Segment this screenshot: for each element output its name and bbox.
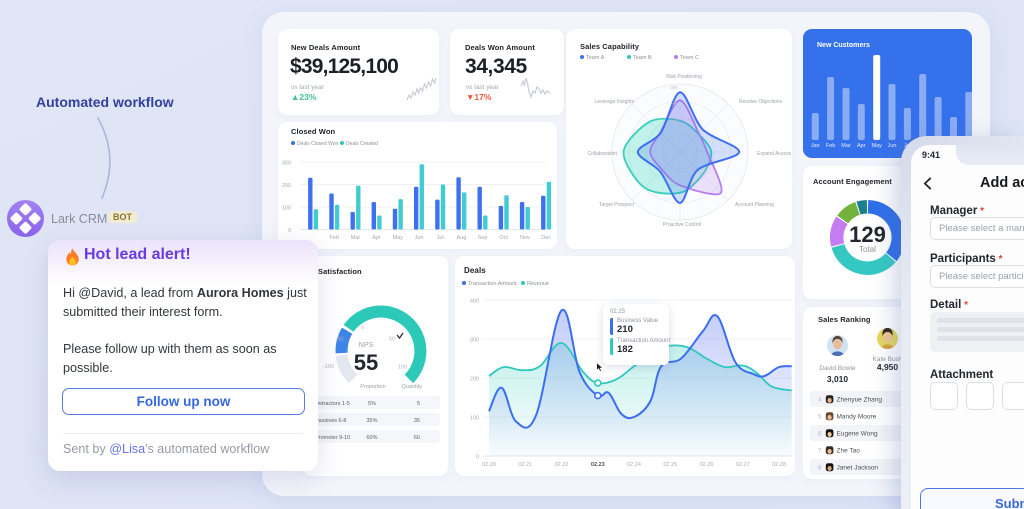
svg-text:Sep: Sep xyxy=(478,235,488,241)
svg-text:Feb: Feb xyxy=(330,235,339,241)
svg-text:Collaboration: Collaboration xyxy=(588,151,618,157)
svg-text:Mandy Moore: Mandy Moore xyxy=(837,414,877,421)
svg-text:May: May xyxy=(872,143,883,149)
svg-text:Resolve Objections: Resolve Objections xyxy=(739,99,783,105)
svg-text:Kate Bush: Kate Bush xyxy=(873,356,903,363)
svg-text:400: 400 xyxy=(470,299,479,305)
svg-text:Team B: Team B xyxy=(633,55,652,61)
svg-text:75: 75 xyxy=(672,102,678,107)
svg-text:Zhenyue Zhang: Zhenyue Zhang xyxy=(837,397,883,404)
svg-text:100: 100 xyxy=(282,206,291,212)
svg-text:8: 8 xyxy=(818,466,822,472)
svg-text:0: 0 xyxy=(288,228,291,234)
svg-text:Team C: Team C xyxy=(680,55,699,61)
svg-text:Detractors 1-5: Detractors 1-5 xyxy=(315,401,350,407)
svg-text:May: May xyxy=(393,235,404,241)
svg-text:02.24: 02.24 xyxy=(627,462,641,468)
svg-text:02.26: 02.26 xyxy=(700,462,714,468)
svg-text:Deals Created: Deals Created xyxy=(346,141,378,147)
svg-text:200: 200 xyxy=(282,183,291,189)
svg-text:200: 200 xyxy=(470,377,479,383)
svg-text:02.22: 02.22 xyxy=(555,462,569,468)
svg-text:0: 0 xyxy=(476,455,479,461)
svg-text:Feb: Feb xyxy=(826,143,835,149)
svg-text:Transaction Amount: Transaction Amount xyxy=(468,281,517,287)
svg-text:60%: 60% xyxy=(366,435,377,441)
svg-text:02.25: 02.25 xyxy=(663,462,677,468)
svg-text:Mar: Mar xyxy=(841,143,851,149)
svg-text:Deals Closed Won: Deals Closed Won xyxy=(297,141,339,147)
svg-text:02.28: 02.28 xyxy=(772,462,786,468)
svg-text:300: 300 xyxy=(470,338,479,344)
svg-text:Expand Access: Expand Access xyxy=(757,151,792,157)
svg-text:Oct: Oct xyxy=(499,235,508,241)
svg-text:7: 7 xyxy=(818,449,822,455)
svg-text:Passives 6-8: Passives 6-8 xyxy=(315,418,347,424)
svg-text:Eugene Wong: Eugene Wong xyxy=(837,431,878,438)
svg-text:Proactive Control: Proactive Control xyxy=(663,222,701,228)
svg-text:02.21: 02.21 xyxy=(518,462,532,468)
svg-text:Quantity: Quantity xyxy=(402,384,423,390)
svg-text:100: 100 xyxy=(398,365,407,371)
svg-text:4,950: 4,950 xyxy=(877,362,899,372)
svg-text:Team A: Team A xyxy=(586,55,605,61)
svg-text:35%: 35% xyxy=(366,418,377,424)
svg-text:David Bowie: David Bowie xyxy=(819,365,856,372)
svg-text:Jan: Jan xyxy=(811,143,820,149)
svg-text:0: 0 xyxy=(361,326,364,332)
svg-text:35: 35 xyxy=(414,418,420,424)
svg-text:Aug: Aug xyxy=(457,235,467,241)
svg-text:Zhe Tao: Zhe Tao xyxy=(837,448,861,455)
svg-text:-100: -100 xyxy=(323,364,334,370)
svg-text:Mar: Mar xyxy=(351,235,361,241)
svg-text:60: 60 xyxy=(414,435,420,441)
svg-text:02.23: 02.23 xyxy=(591,462,605,468)
svg-text:Nov: Nov xyxy=(520,235,530,241)
svg-text:Jun: Jun xyxy=(888,143,897,149)
svg-text:Dec: Dec xyxy=(541,235,551,241)
svg-text:Risk Positioning: Risk Positioning xyxy=(666,74,702,80)
svg-text:Apr: Apr xyxy=(857,143,866,149)
svg-text:Apr: Apr xyxy=(372,235,381,241)
svg-text:Revenue: Revenue xyxy=(527,281,549,287)
svg-text:5%: 5% xyxy=(368,401,376,407)
svg-text:5: 5 xyxy=(818,415,822,421)
svg-text:Leverage Insights: Leverage Insights xyxy=(595,99,635,105)
svg-text:02.27: 02.27 xyxy=(736,462,750,468)
svg-text:3,010: 3,010 xyxy=(827,374,849,384)
svg-text:50: 50 xyxy=(389,337,395,343)
svg-text:Janet Jackson: Janet Jackson xyxy=(837,465,879,472)
svg-text:Promoter 9-10: Promoter 9-10 xyxy=(315,435,350,441)
svg-text:100: 100 xyxy=(470,416,479,422)
svg-text:Jul: Jul xyxy=(437,235,444,241)
svg-text:Proportion: Proportion xyxy=(360,384,385,390)
svg-text:Jun: Jun xyxy=(415,235,424,241)
svg-text:Target Prospect: Target Prospect xyxy=(599,202,635,208)
svg-text:25: 25 xyxy=(672,136,678,141)
svg-text:5: 5 xyxy=(417,401,420,407)
svg-text:100: 100 xyxy=(669,85,677,90)
svg-text:02.20: 02.20 xyxy=(482,462,496,468)
svg-text:300: 300 xyxy=(282,161,291,167)
svg-text:4: 4 xyxy=(818,398,822,404)
svg-text:6: 6 xyxy=(818,432,822,438)
svg-text:-50: -50 xyxy=(336,337,344,343)
svg-text:Account Planning: Account Planning xyxy=(735,202,774,208)
svg-text:50: 50 xyxy=(672,119,678,124)
